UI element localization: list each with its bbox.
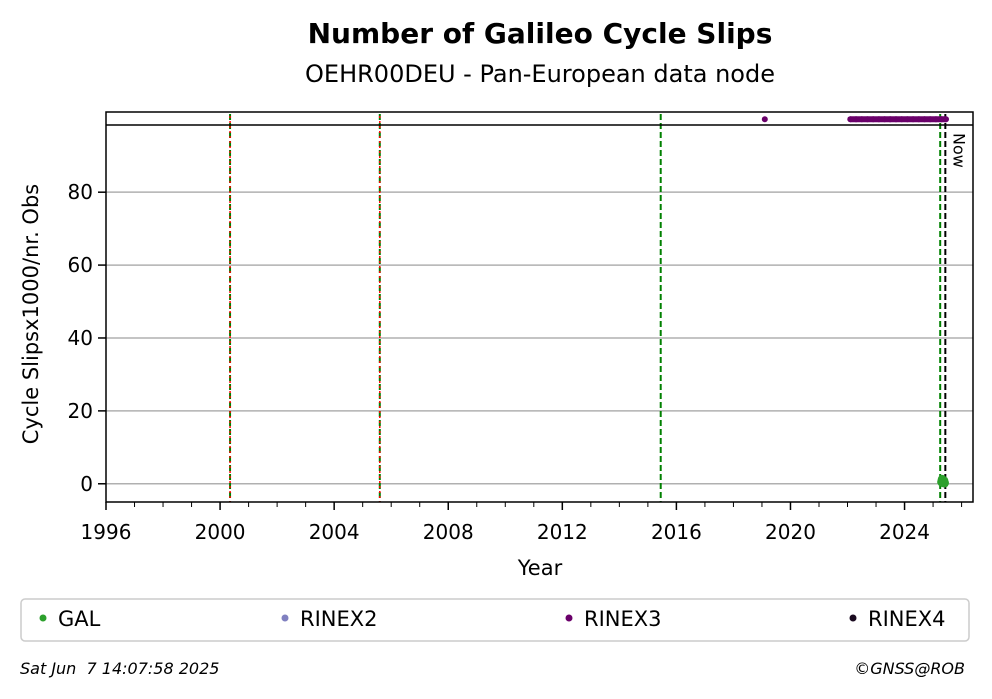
legend-item-rinex3: RINEX3 — [565, 607, 662, 631]
legend-box — [20, 598, 970, 642]
plot-area-frame — [105, 111, 974, 503]
point-rinex3-0 — [761, 116, 768, 123]
y-tick-label-40: 40 — [68, 326, 93, 350]
grid — [106, 191, 973, 485]
legend-marker-rinex2 — [281, 614, 289, 622]
x-tick-label-2000: 2000 — [195, 520, 246, 544]
now-label: Now — [949, 133, 968, 168]
chart-subtitle: OEHR00DEU - Pan-European data node — [305, 60, 775, 88]
x-tick-label-2020: 2020 — [765, 520, 816, 544]
y-axis-ticks: 0 20 40 60 80 — [68, 180, 106, 496]
legend-marker-gal — [39, 614, 47, 622]
x-tick-label-2004: 2004 — [309, 520, 360, 544]
series-rinex3 — [761, 116, 949, 123]
legend-marker-rinex4 — [849, 614, 857, 622]
legend-item-gal: GAL — [39, 607, 101, 631]
legend: GAL RINEX2 RINEX3 RINEX4 — [39, 607, 946, 631]
vertical-markers: Now — [229, 114, 968, 502]
legend-label-rinex4: RINEX4 — [868, 607, 946, 631]
legend-label-rinex2: RINEX2 — [300, 607, 378, 631]
legend-item-rinex4: RINEX4 — [849, 607, 946, 631]
y-axis-label: Cycle Slipsx1000/nr. Obs — [19, 184, 43, 444]
y-tick-label-60: 60 — [68, 253, 93, 277]
x-tick-label-2024: 2024 — [879, 520, 930, 544]
chart-title: Number of Galileo Cycle Slips — [308, 17, 773, 50]
point-gal-4 — [939, 478, 949, 488]
footer-timestamp: Sat Jun 7 14:07:58 2025 — [20, 659, 219, 678]
legend-item-rinex2: RINEX2 — [281, 607, 378, 631]
y-tick-label-0: 0 — [80, 472, 93, 496]
x-axis-ticks: 1996 2000 2004 2008 2012 2016 2020 2024 — [81, 502, 963, 544]
series-gal — [937, 474, 949, 488]
legend-label-rinex3: RINEX3 — [584, 607, 662, 631]
y-tick-label-80: 80 — [68, 180, 93, 204]
x-tick-label-1996: 1996 — [81, 520, 132, 544]
x-tick-label-2012: 2012 — [537, 520, 588, 544]
x-tick-label-2008: 2008 — [423, 520, 474, 544]
y-tick-label-20: 20 — [68, 399, 93, 423]
x-axis-label: Year — [517, 556, 563, 580]
footer-copyright: ©GNSS@ROB — [854, 659, 965, 678]
data-series — [761, 116, 949, 488]
legend-marker-rinex3 — [565, 614, 573, 622]
x-tick-label-2016: 2016 — [651, 520, 702, 544]
legend-label-gal: GAL — [58, 607, 101, 631]
